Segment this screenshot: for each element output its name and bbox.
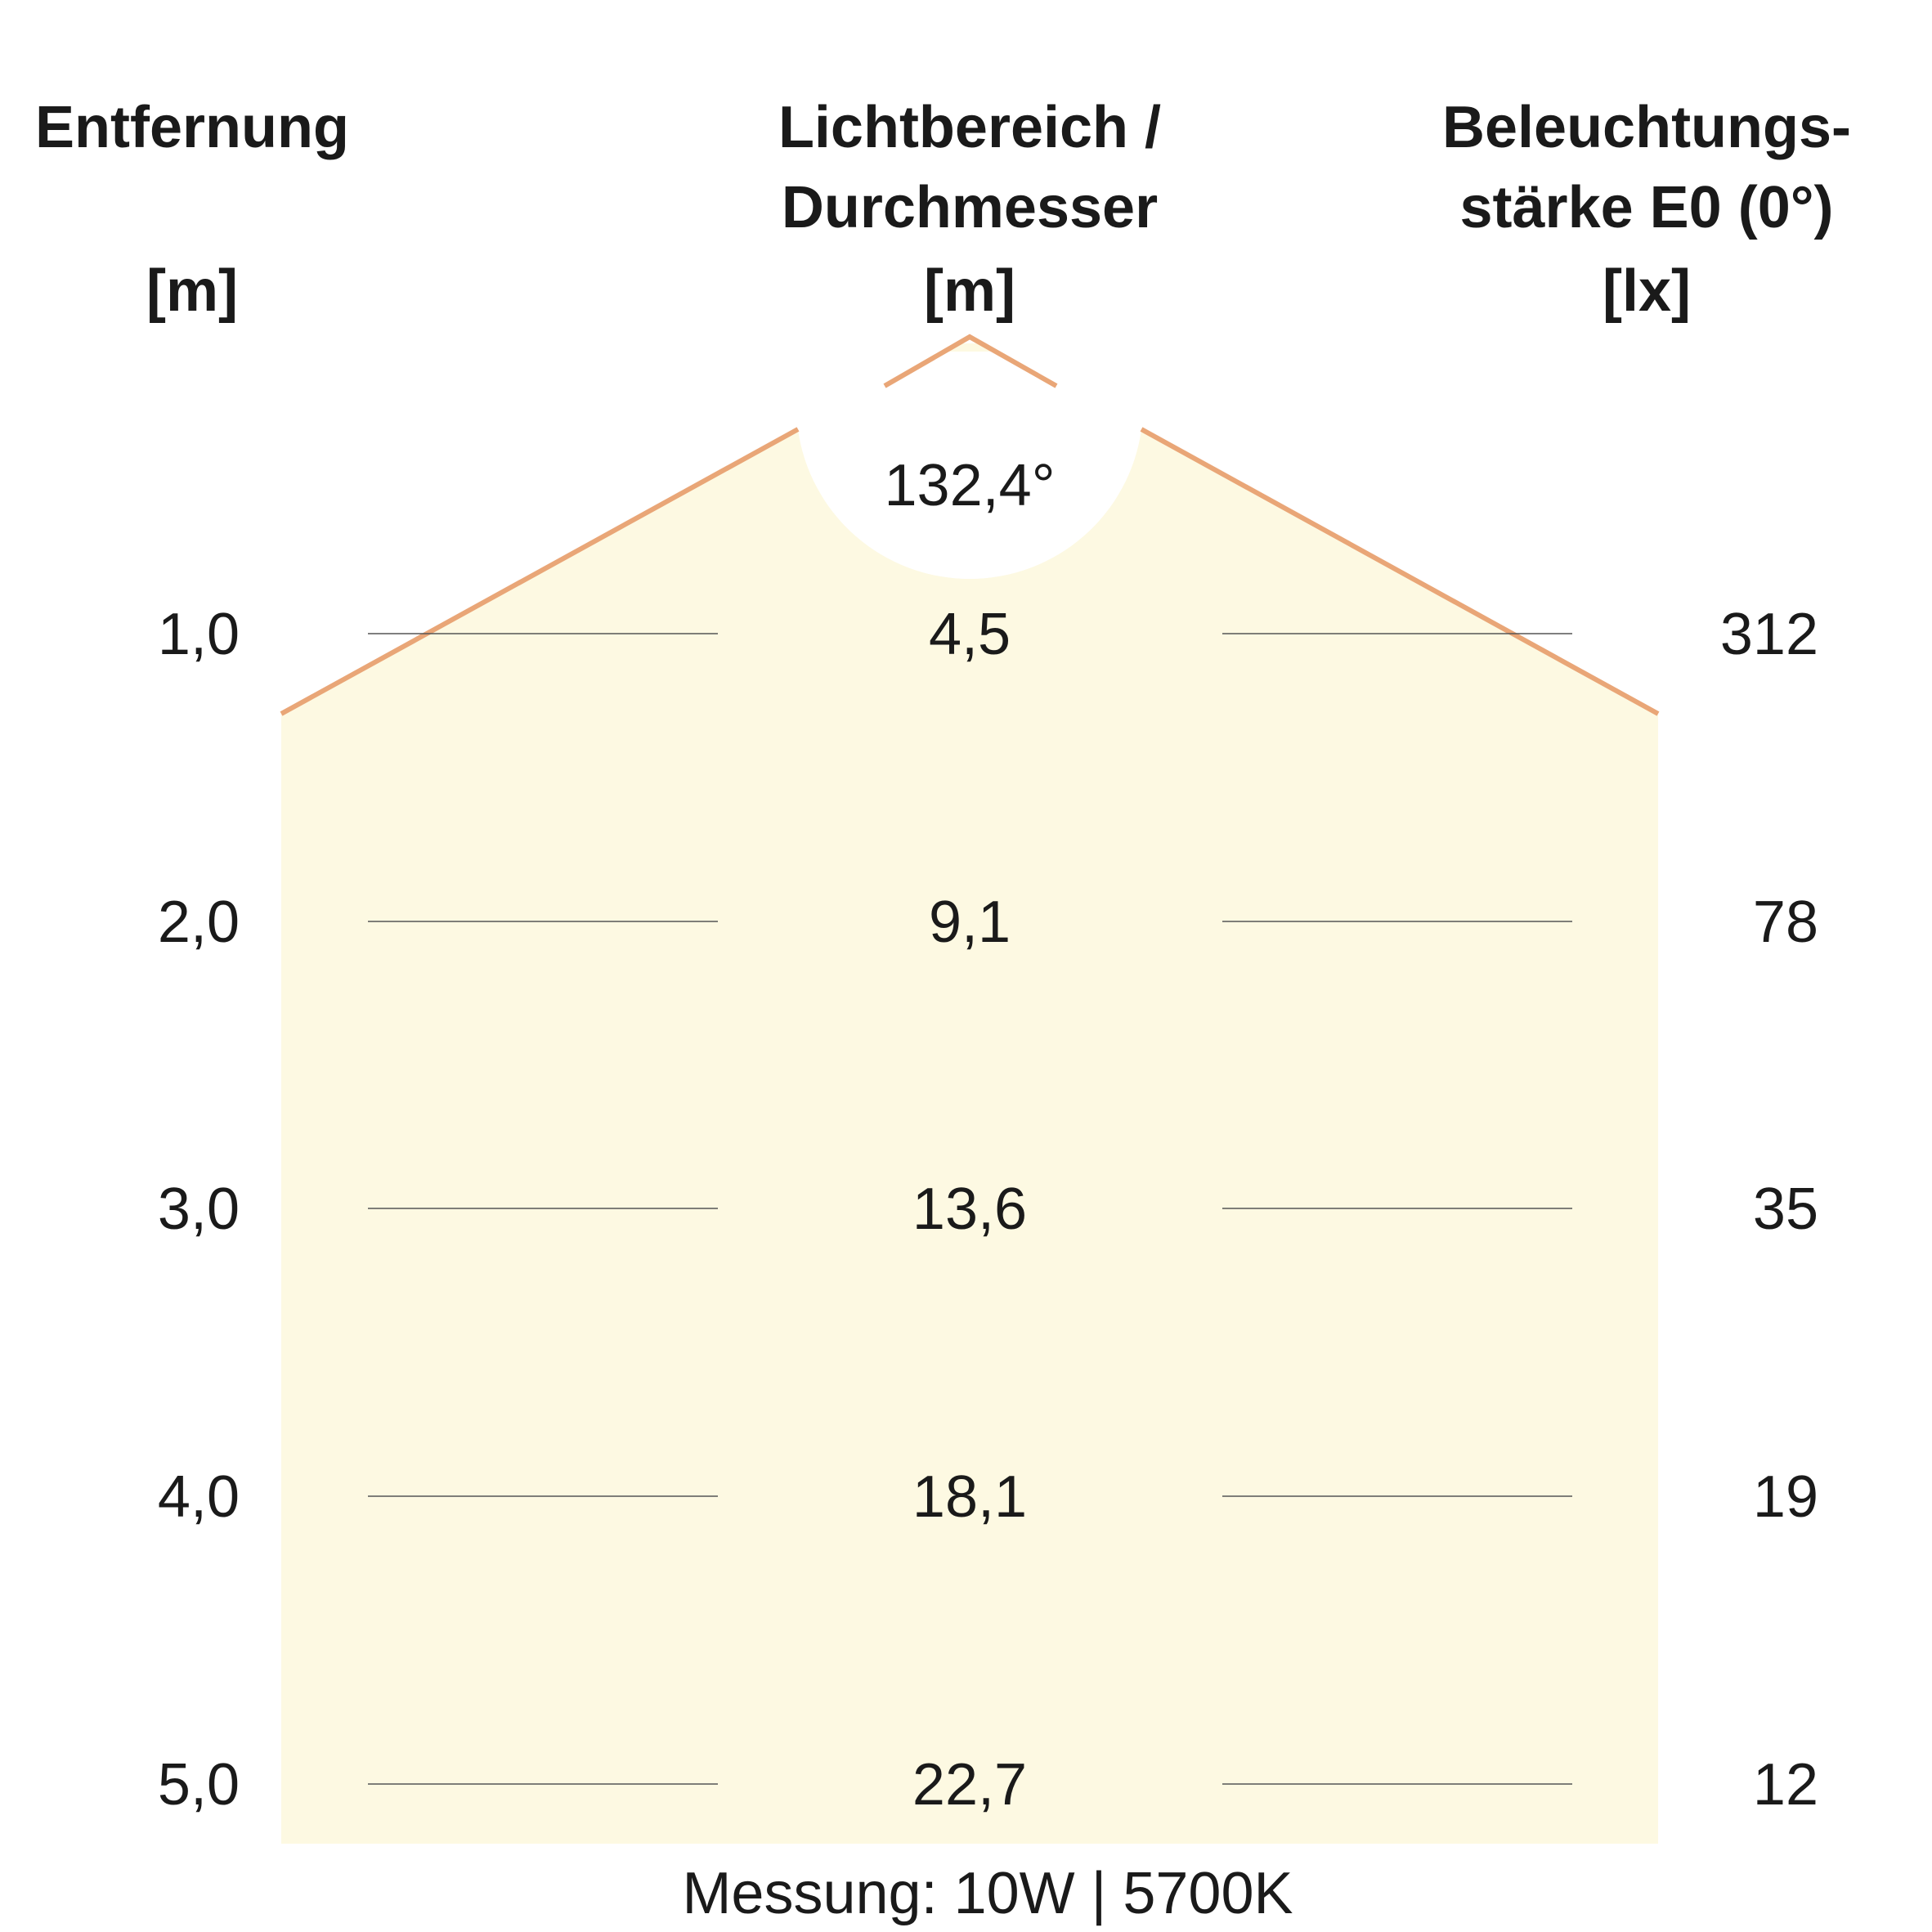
row-distance: 1,0 bbox=[158, 602, 240, 667]
row-illuminance: 19 bbox=[1753, 1464, 1818, 1530]
header-illuminance: Beleuchtungs- bbox=[1442, 95, 1851, 160]
header-diameter-unit: [m] bbox=[924, 258, 1015, 324]
row-distance: 3,0 bbox=[158, 1177, 240, 1242]
beam-edge-right bbox=[1140, 427, 1660, 716]
header-illuminance-unit: [lx] bbox=[1603, 258, 1691, 324]
row-distance: 4,0 bbox=[158, 1464, 240, 1530]
header-distance: Entfernung bbox=[35, 95, 349, 160]
row-diameter: 9,1 bbox=[929, 890, 1011, 955]
row-illuminance: 312 bbox=[1720, 602, 1818, 667]
measurement-footer: Messung: 10W | 5700K bbox=[682, 1861, 1293, 1926]
row-diameter: 18,1 bbox=[912, 1464, 1027, 1530]
header-illuminance-line2: stärke E0 (0°) bbox=[1459, 175, 1833, 240]
beam-angle-label: 132,4° bbox=[885, 453, 1056, 518]
light-cone-fill bbox=[281, 429, 1658, 1844]
row-diameter: 13,6 bbox=[912, 1177, 1027, 1242]
apex-mask bbox=[818, 337, 1128, 386]
row-diameter: 22,7 bbox=[912, 1752, 1027, 1818]
row-diameter: 4,5 bbox=[929, 602, 1011, 667]
row-distance: 5,0 bbox=[158, 1752, 240, 1818]
row-illuminance: 35 bbox=[1753, 1177, 1818, 1242]
header-distance-unit: [m] bbox=[146, 258, 238, 324]
beam-angle-cutout bbox=[798, 352, 1141, 579]
beam-apex bbox=[883, 334, 1058, 388]
row-illuminance: 78 bbox=[1753, 890, 1818, 955]
row-distance: 2,0 bbox=[158, 890, 240, 955]
beam-edge-left bbox=[280, 427, 800, 716]
header-diameter-line2: Durchmesser bbox=[782, 175, 1158, 240]
header-diameter: Lichtbereich / bbox=[778, 95, 1161, 160]
row-illuminance: 12 bbox=[1753, 1752, 1818, 1818]
